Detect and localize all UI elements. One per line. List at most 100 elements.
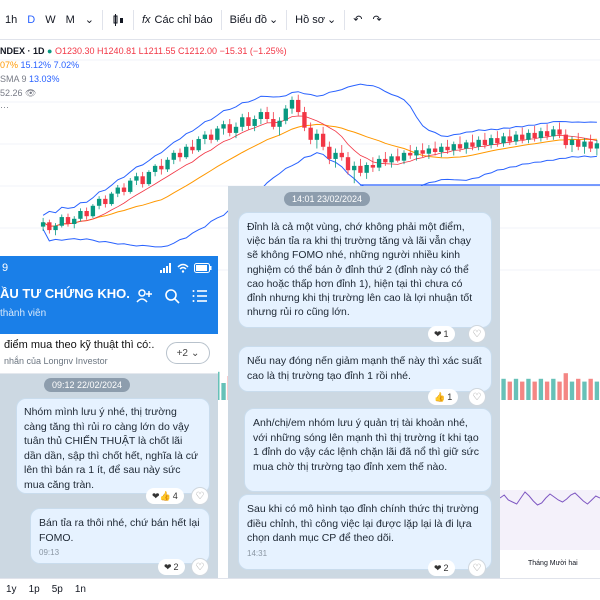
candle-body <box>451 144 456 151</box>
message-bubble[interactable]: Nhóm mình lưu ý nhé, thị trường càng tăn… <box>16 398 210 494</box>
chart-menu-button[interactable]: Biểu đồ ⌄ <box>225 0 284 40</box>
message-bubble[interactable]: Sau khi có mô hình tạo đỉnh chính thức t… <box>238 494 492 570</box>
chevron-down-icon[interactable]: ⌄ <box>84 14 94 26</box>
candle-body <box>569 139 575 146</box>
chat-header: ẦU TƯ CHỨNG KHO... thành viên <box>0 280 218 334</box>
candle-body <box>576 139 581 147</box>
reaction-count: 2 <box>173 562 179 572</box>
undo-icon[interactable]: ↶ <box>353 14 363 26</box>
indicators-button[interactable]: fx Các chỉ báo <box>137 0 218 40</box>
indicators-icon: fx <box>141 13 151 26</box>
pinned-count: +2 <box>176 347 188 359</box>
candle-body <box>53 225 58 231</box>
message-bubble[interactable]: Đỉnh là cả một vùng, chớ không phải một … <box>238 212 492 328</box>
candle-body <box>314 133 320 140</box>
volume-bar <box>551 378 556 400</box>
candle-body <box>221 124 226 129</box>
search-icon[interactable] <box>164 288 180 304</box>
date-separator: 09:12 22/02/2024 <box>44 378 131 392</box>
candle-body <box>115 187 120 194</box>
candle-body <box>370 165 376 168</box>
message-time: 14:31 <box>247 548 268 558</box>
status-bar: 9 <box>0 256 218 280</box>
sma-label: SMA 9 <box>0 74 27 84</box>
reaction-summary[interactable]: ❤ 2 <box>158 559 185 575</box>
volume-bar <box>538 378 544 400</box>
candle-body <box>358 165 363 173</box>
tf-day[interactable]: D <box>27 13 36 26</box>
pinned-message-bar[interactable]: điểm mua theo kỹ thuật thì có:... nhắn c… <box>0 334 218 374</box>
heart-icon[interactable]: ♡ <box>468 388 486 406</box>
candle-body <box>40 222 46 227</box>
profile-menu-button[interactable]: Hồ sơ ⌄ <box>290 0 341 40</box>
pinned-count-button[interactable]: +2 ⌄ <box>166 342 210 364</box>
range-1p[interactable]: 1p <box>28 584 40 595</box>
chart-toolbar: 1h D W M ⌄ fx Các chỉ báo Biểu đồ ⌄ Hồ s… <box>0 0 600 40</box>
toolbar-divider <box>220 9 222 30</box>
volume-bar <box>557 381 562 400</box>
candlestick-icon[interactable] <box>106 0 130 40</box>
more-icon[interactable]: ··· <box>0 102 9 112</box>
range-1y[interactable]: 1y <box>6 584 17 595</box>
legend-low: L1211.55 <box>138 46 176 56</box>
tf-1h[interactable]: 1h <box>5 13 18 26</box>
message-bubble[interactable]: Anh/chị/em nhóm lưu ý quản trị tài khoản… <box>244 408 492 492</box>
tf-week[interactable]: W <box>45 13 56 26</box>
candle-body <box>364 165 369 173</box>
heart-icon[interactable]: ♡ <box>191 487 209 505</box>
pinned-message-title: điểm mua theo kỹ thuật thì có:... <box>4 339 154 351</box>
eye-icon[interactable]: 👁 <box>25 88 37 98</box>
message-bubble[interactable]: Nếu nay đóng nến giảm mạnh thế này thì x… <box>238 346 492 392</box>
range-5p[interactable]: 5p <box>51 584 63 595</box>
message-text: Nếu nay đóng nến giảm mạnh thế này thì x… <box>247 355 482 382</box>
heart-icon[interactable]: ♡ <box>468 325 486 343</box>
add-member-icon[interactable] <box>136 288 152 304</box>
candle-body <box>184 146 189 158</box>
candle-body <box>84 210 89 217</box>
message-time: 09:13 <box>39 548 60 557</box>
tf-month[interactable]: M <box>65 13 75 26</box>
reaction-summary[interactable]: ❤👍 4 <box>146 488 184 504</box>
candle-body <box>190 146 195 151</box>
bollinger-upper-line <box>42 83 597 216</box>
legend-close: C1212.00 <box>178 46 218 56</box>
reaction-summary[interactable]: ❤ 1 <box>428 326 455 342</box>
range-1n[interactable]: 1n <box>74 584 86 595</box>
volume-bar <box>563 373 568 400</box>
rsi-band <box>500 490 600 550</box>
candle-body <box>78 210 83 219</box>
legend-band-2: 15.12% <box>20 60 52 70</box>
group-subtitle: thành viên <box>0 308 47 319</box>
symbol-label[interactable]: NDEX · 1D <box>0 46 45 56</box>
redo-icon[interactable]: ↷ <box>372 14 382 26</box>
legend-value-4: 52.26 <box>0 88 23 98</box>
message-bubble[interactable]: Bán tỉa ra thôi nhé, chứ bán hết lại FOM… <box>30 508 210 564</box>
candle-body <box>401 152 407 161</box>
menu-icon[interactable] <box>192 288 208 304</box>
reaction-summary[interactable]: 👍 1 <box>428 389 459 405</box>
chevron-down-icon: ⌄ <box>268 14 279 26</box>
candle-body <box>513 134 519 142</box>
candle-body <box>439 146 444 152</box>
reaction-summary[interactable]: ❤ 2 <box>428 560 455 576</box>
candle-body <box>177 152 183 158</box>
candle-body <box>196 138 201 151</box>
candle-body <box>389 156 394 163</box>
group-title[interactable]: ẦU TƯ CHỨNG KHO... <box>0 286 130 301</box>
candle-body <box>240 117 245 127</box>
pinned-message-author: nhắn của Longnv Investor <box>4 356 108 366</box>
message-text: Đỉnh là cả một vùng, chớ không phải một … <box>247 222 473 319</box>
date-separator: 14:01 23/02/2024 <box>284 192 371 206</box>
wifi-icon <box>177 263 189 273</box>
candle-body <box>90 205 96 217</box>
candle-body <box>134 176 139 181</box>
candle-body <box>208 134 214 140</box>
candle-body <box>146 171 152 185</box>
candle-body <box>233 126 239 133</box>
heart-icon[interactable]: ♡ <box>468 559 486 577</box>
candle-body <box>538 131 544 139</box>
heart-icon[interactable]: ♡ <box>191 558 209 576</box>
candle-body <box>482 139 488 146</box>
candle-body <box>588 141 593 149</box>
